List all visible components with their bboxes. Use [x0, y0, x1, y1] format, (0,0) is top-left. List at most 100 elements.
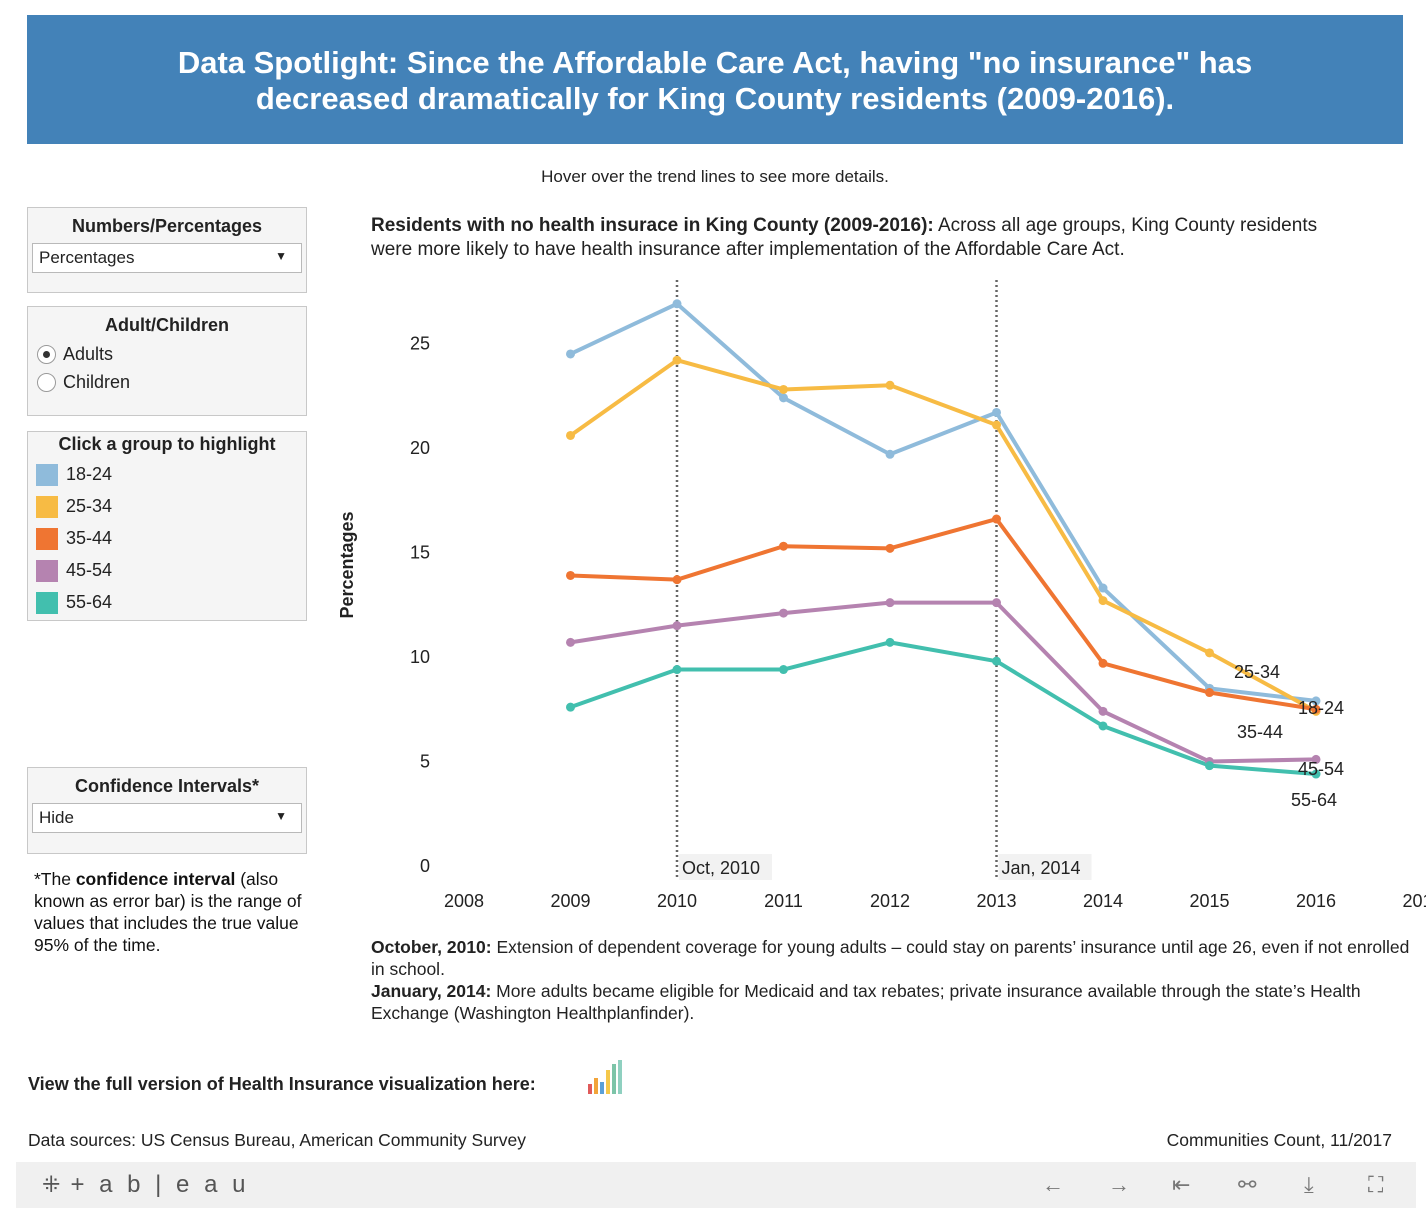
dropdown-arrow-icon: ▼ — [275, 249, 287, 263]
data-point-25-34 — [566, 430, 575, 440]
data-point-35-44 — [885, 543, 895, 553]
dropdown-arrow-icon: ▼ — [275, 809, 287, 823]
tableau-toolbar: ⁜ + a b | e a u ← → ⇤ ⚯ ⤓ ⛶ — [16, 1162, 1416, 1208]
annotation-jan-bold: January, 2014: — [371, 981, 492, 1001]
legend-item-45-54[interactable]: 45-54 — [36, 558, 306, 583]
ci-note-prefix: *The — [34, 869, 76, 889]
reference-label-bg — [998, 854, 1092, 880]
reference-label: Jan, 2014 — [1002, 858, 1081, 878]
data-point-25-34 — [1098, 596, 1108, 606]
tableau-logo[interactable]: ⁜ + a b | e a u — [42, 1171, 249, 1199]
series-line-45-54 — [568, 600, 1318, 764]
legend-swatch — [36, 463, 58, 486]
legend-swatch — [36, 591, 58, 614]
chart-title-rest: Across all age groups, King County resid… — [371, 215, 1318, 260]
data-point-35-44 — [1098, 658, 1108, 668]
chart-title: Residents with no health insurace in Kin… — [371, 214, 1361, 262]
dashboard-title: Data Spotlight: Since the Affordable Car… — [27, 45, 1403, 117]
credit: Communities Count, 11/2017 — [1166, 1130, 1392, 1150]
numbers-dropdown[interactable]: Percentages ▼ — [32, 243, 302, 273]
highlight-legend-title: Click a group to highlight — [58, 434, 276, 454]
radio-unselected-icon[interactable] — [37, 372, 56, 392]
data-point-18-24 — [885, 449, 895, 459]
data-point-45-54 — [566, 637, 575, 647]
legend-swatch — [36, 495, 58, 518]
radio-label-children: Children — [63, 371, 131, 392]
data-point-45-54 — [672, 621, 682, 631]
x-tick-label: 2009 — [550, 891, 590, 911]
adult-children-filter: Adult/Children Adults Children — [27, 306, 307, 416]
chart-annotations: October, 2010: Extension of dependent co… — [371, 936, 1411, 1024]
legend-item-18-24[interactable]: 18-24 — [36, 462, 306, 487]
share-icon[interactable]: ⚯ — [1238, 1172, 1257, 1197]
data-point-25-34 — [885, 380, 895, 390]
y-tick-label: 10 — [410, 647, 430, 667]
data-point-55-64 — [1205, 761, 1214, 771]
data-point-35-44 — [1205, 688, 1214, 698]
annotation-jan-text: More adults became eligible for Medicaid… — [371, 981, 1361, 1023]
y-tick-label: 0 — [420, 856, 430, 876]
data-point-18-24 — [672, 299, 682, 309]
x-tick-label: 2016 — [1296, 891, 1336, 911]
series-end-label-45-54: 45-54 — [1298, 759, 1344, 779]
data-point-18-24 — [1311, 696, 1321, 706]
data-point-25-34 — [1205, 648, 1214, 658]
data-point-18-24 — [1098, 583, 1108, 593]
dashboard-header: Data Spotlight: Since the Affordable Car… — [27, 15, 1403, 144]
fullscreen-icon[interactable]: ⛶ — [1368, 1172, 1384, 1197]
legend-item-35-44[interactable]: 35-44 — [36, 526, 306, 551]
annotation-jan-2014: January, 2014: More adults became eligib… — [371, 980, 1411, 1024]
radio-option-adults[interactable]: Adults — [37, 344, 306, 364]
numbers-dropdown-value: Percentages — [39, 248, 135, 267]
radio-label-adults: Adults — [63, 343, 114, 364]
y-tick-label: 5 — [420, 752, 430, 772]
undo-icon[interactable]: ← — [1042, 1172, 1064, 1197]
data-point-25-34 — [779, 384, 788, 394]
legend-label: 25-34 — [66, 496, 113, 516]
confidence-dropdown[interactable]: Hide ▼ — [32, 803, 302, 833]
legend-swatch — [36, 527, 58, 550]
data-point-18-24 — [992, 407, 1001, 417]
annotation-oct-text: Extension of dependent coverage for youn… — [371, 937, 1410, 979]
legend-item-25-34[interactable]: 25-34 — [36, 494, 306, 519]
x-tick-label: 2012 — [870, 891, 910, 911]
confidence-interval-note: *The confidence interval (also known as … — [34, 868, 324, 956]
series-end-label-35-44: 35-44 — [1237, 722, 1283, 742]
data-point-55-64 — [1311, 769, 1321, 779]
data-sources: Data sources: US Census Bureau, American… — [28, 1130, 526, 1150]
data-point-18-24 — [566, 349, 575, 359]
x-tick-label: 2017 — [1402, 891, 1426, 911]
data-point-35-44 — [672, 575, 682, 585]
radio-selected-icon[interactable] — [37, 344, 56, 364]
data-point-45-54 — [992, 598, 1001, 608]
data-point-55-64 — [566, 702, 575, 712]
line-chart: 0 5 10 15 20 25 2008 2009 2010 2011 2012 2013 2014 20… — [337, 280, 1426, 911]
bar-chart-icon[interactable] — [586, 1058, 626, 1096]
y-tick-label: 25 — [410, 334, 430, 354]
revert-icon[interactable]: ⇤ — [1172, 1172, 1191, 1197]
ci-note-bold: confidence interval — [75, 869, 236, 889]
hover-instruction: Hover over the trend lines to see more d… — [541, 167, 889, 186]
annotation-oct-2010: October, 2010: Extension of dependent co… — [371, 936, 1411, 980]
data-point-35-44 — [779, 541, 788, 551]
data-point-25-34 — [992, 420, 1001, 430]
y-tick-label: 20 — [410, 438, 430, 458]
download-icon[interactable]: ⤓ — [1304, 1172, 1314, 1197]
redo-icon[interactable]: → — [1108, 1172, 1130, 1197]
data-point-55-64 — [1098, 721, 1108, 731]
data-point-45-54 — [779, 608, 788, 618]
legend-label: 45-54 — [66, 560, 113, 580]
data-point-45-54 — [1098, 706, 1108, 716]
tableau-logo-icon: ⁜ — [42, 1172, 61, 1197]
adult-children-title: Adult/Children — [105, 315, 229, 335]
confidence-intervals-filter: Confidence Intervals* Hide ▼ — [27, 767, 307, 854]
tableau-logo-text: + a b | e a u — [70, 1171, 250, 1198]
radio-option-children[interactable]: Children — [37, 372, 306, 392]
title-line-1: Data Spotlight: Since the Affordable Car… — [177, 45, 1253, 80]
chart-title-bold: Residents with no health insurace in Kin… — [371, 215, 934, 236]
legend-item-55-64[interactable]: 55-64 — [36, 590, 306, 615]
series-line-25-34 — [568, 358, 1318, 714]
x-tick-label: 2008 — [444, 891, 484, 911]
data-point-45-54 — [885, 598, 895, 608]
series-end-label-55-64: 55-64 — [1291, 790, 1337, 810]
